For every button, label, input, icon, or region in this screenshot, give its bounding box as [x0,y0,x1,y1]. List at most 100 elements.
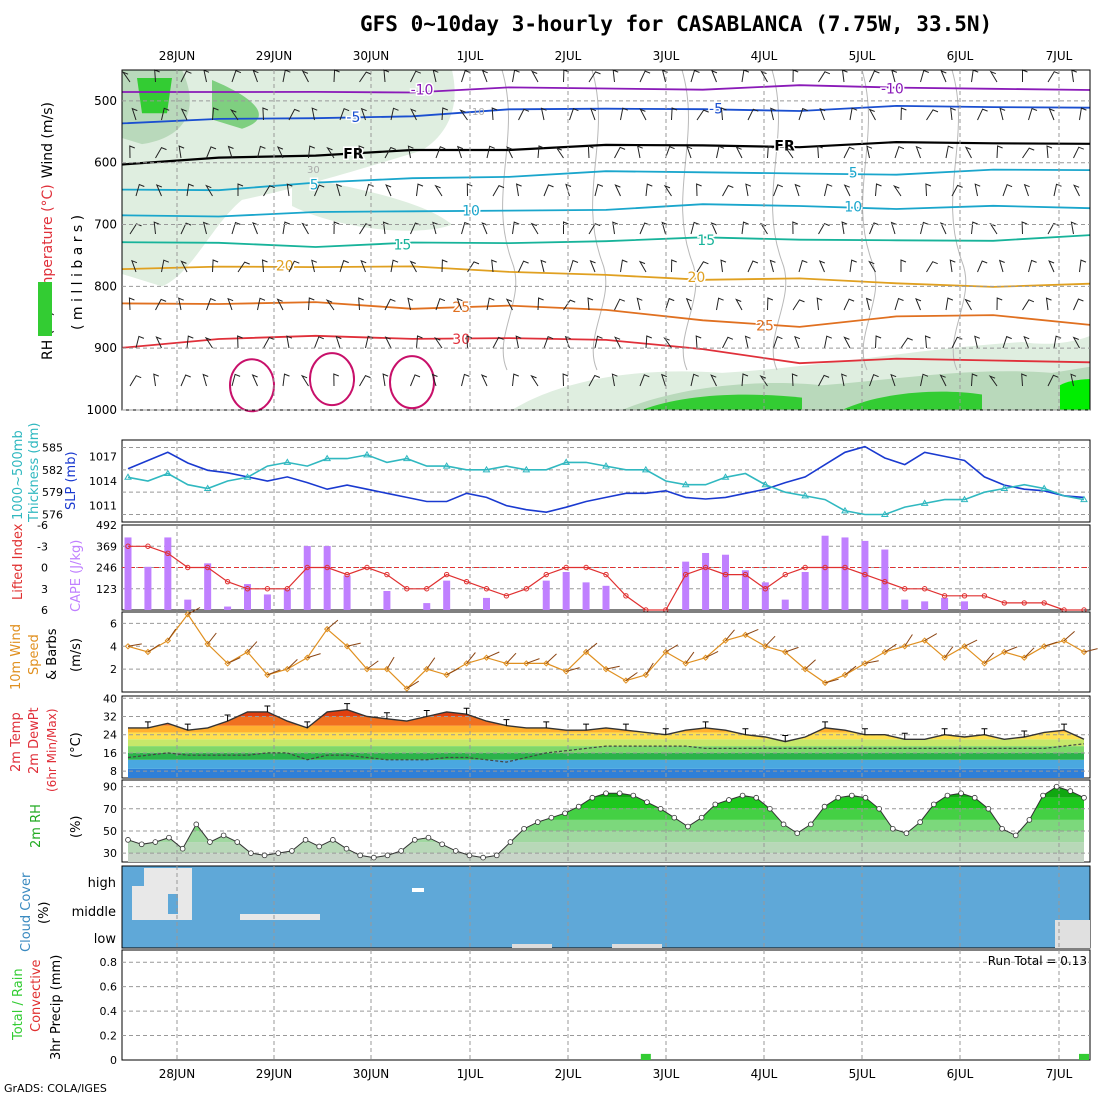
wind-barb-317 [1022,147,1035,159]
precip-frame [121,949,1091,1061]
wind-barb-33 [206,298,216,311]
wind-barb10-36 [844,665,857,676]
wind-barb-167 [589,259,596,273]
cape-bar-3 [184,599,192,610]
rh-marker-6 [207,839,213,845]
wind-barb-119 [456,145,463,159]
wind-barb-328 [1047,222,1059,235]
wind-barb-309 [1002,184,1013,197]
wind-barb10-6 [247,641,258,653]
wind-marker-28 [682,660,689,667]
wind-barb-264 [875,183,882,197]
li-label: Lifted Index [11,523,26,600]
bottom-date-5: 3JUL [653,1067,680,1081]
wind-barb-200 [686,145,693,159]
t2-minmax-31 [742,728,749,735]
wind-barb-17 [153,373,159,387]
thickness-marker-44 [1000,484,1009,491]
t2-band-2 [128,752,1084,760]
wind-barb-256 [841,221,848,235]
wind-barb-324 [1047,71,1060,83]
rh-marker-56 [889,825,896,832]
wind-barb10-10 [326,619,339,630]
rh-marker-5 [193,821,200,828]
top-date-5: 3JUL [653,49,680,63]
wind-barb-277 [900,337,913,349]
wind-barb-38 [227,145,234,159]
wind-barb-121 [461,221,470,235]
wind-barb-220 [741,221,749,235]
wind-barb-287 [920,373,929,387]
wind-marker-20 [523,660,530,667]
wind-barb-250 [824,335,832,349]
li-tick-2: 0 [41,562,48,575]
rh-marker-48 [780,821,787,828]
thickness-marker-46 [1040,484,1049,491]
t2-band-0 [128,768,1084,778]
wind-barb-336 [1073,184,1080,197]
wind-marker-27 [662,648,669,656]
wind-barb-187 [645,335,652,349]
rh-marker-23 [439,841,445,848]
thickness-marker-8 [283,458,292,465]
t2-minmax-45 [1021,730,1028,737]
wind-barb-73 [339,108,350,121]
wind-tick-1: 4 [110,640,117,653]
wind-barb-326 [1046,145,1053,159]
wind-barb-182 [637,145,643,159]
wind-barb-183 [645,183,653,197]
t2-dewpt-line [127,743,1085,763]
isotherm-label-10-0: 10 [462,204,480,220]
wind-barb-5 [131,259,138,273]
wind-barb-266 [868,260,876,273]
rh-marker-61 [958,790,964,797]
wind-barb-243 [818,71,831,83]
wind-marker-26 [642,671,650,679]
wind-barb-208 [720,107,727,121]
wind-barb-225 [760,70,768,83]
wind-barb-239 [798,259,808,273]
wind-barb-66 [314,184,325,197]
wind-marker-16 [443,671,450,679]
wind-barb10-35 [824,678,839,684]
wind-barb-95 [390,259,399,273]
t2-minmax-13 [383,712,390,719]
rh-marker-60 [944,792,951,799]
rh-marker-39 [657,806,664,812]
wind-barb-327 [1053,183,1062,197]
wind-barb-100 [410,108,417,121]
rh-marker-12 [289,848,295,854]
wind-barb10-16 [446,667,460,676]
wind-barb-231 [767,297,774,311]
rh-contour-0 [501,69,517,371]
wind-barb-278 [890,373,897,387]
wind-barb-76 [333,221,340,235]
wind-marker-34 [801,665,809,673]
li-marker-37 [862,571,868,578]
wind-barb10-27 [665,644,679,653]
wind-barb-128 [486,145,495,159]
wind-barb-273 [892,185,902,197]
thickness-marker-40 [920,499,929,506]
wind-barb10-43 [984,652,994,664]
rh-marker-47 [767,806,773,812]
rh-shade-low-bright [1060,379,1090,410]
wind-barb-75 [335,183,342,197]
wind-barb-89 [359,374,371,387]
wind-barb-147 [543,184,554,197]
li-marker-2 [165,550,171,557]
wind-barb-246 [824,183,833,197]
precip-tick-2: 0.4 [100,1005,118,1018]
wind-barb-155 [555,147,564,159]
t2-minmax-47 [1061,723,1068,731]
wind-barb-63 [301,70,309,83]
wind-barb-142 [515,335,522,349]
top-date-1: 29JUN [256,49,293,63]
wind-marker-44 [1001,648,1008,656]
rh-marker-36 [616,790,623,797]
isotherm-label--10-1: -10 [881,82,904,98]
cape-bar-39 [901,599,909,610]
wind-barb-41 [237,261,250,273]
wind-barb10-4 [207,632,217,645]
t2-minmax-35 [822,721,829,728]
